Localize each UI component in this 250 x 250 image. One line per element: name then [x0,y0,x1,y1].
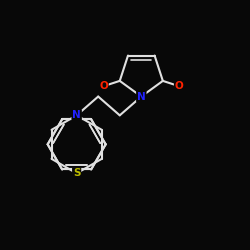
Text: N: N [137,92,146,102]
Text: N: N [72,110,81,120]
Text: O: O [175,81,184,91]
Text: O: O [99,81,108,91]
Text: S: S [73,168,80,178]
